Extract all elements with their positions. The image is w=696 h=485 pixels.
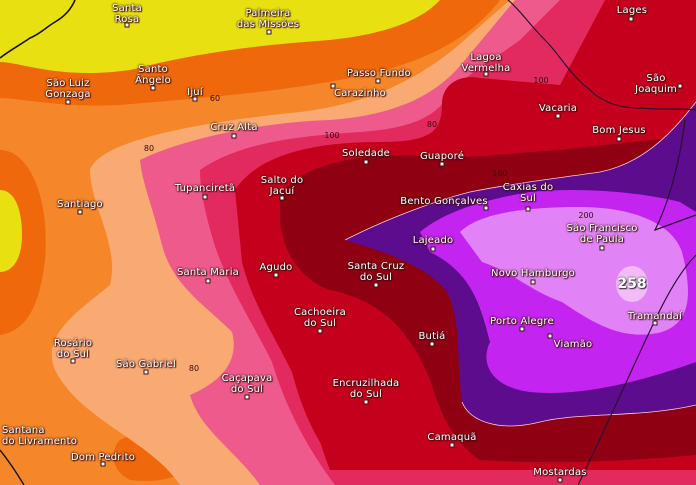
state-border [0, 0, 76, 59]
city-marker [616, 136, 622, 142]
city-label: Rosário do Sul [53, 338, 93, 360]
city-marker [279, 195, 285, 201]
city-marker [483, 71, 489, 77]
city-label: Dom Pedrito [70, 452, 136, 463]
city-label: Passo Fundo [347, 68, 411, 79]
city-label: Santo Ângelo [135, 64, 171, 86]
contour-label: 100 [324, 131, 340, 140]
contour-line [461, 401, 696, 427]
city-label: Carazinho [334, 88, 386, 99]
city-marker [77, 209, 83, 215]
peak-value-label: 258 [617, 276, 647, 292]
city-marker [202, 194, 208, 200]
city-label: Santa Maria [176, 267, 240, 278]
country-border [0, 449, 25, 485]
city-marker [525, 206, 531, 212]
city-label: Santiago [57, 199, 103, 210]
city-marker [430, 246, 436, 252]
contour-label: 80 [143, 144, 155, 153]
city-label: Caçapava do Sul [221, 373, 273, 395]
city-marker [273, 272, 279, 278]
city-label: Caxias do Sul [502, 182, 554, 204]
city-marker [628, 16, 634, 22]
city-label: São Joaquim [635, 73, 677, 95]
city-label: Guaporé [419, 151, 465, 162]
city-label: Butiá [418, 331, 446, 342]
city-marker [150, 85, 156, 91]
city-label: Salto do Jacuí [260, 175, 304, 197]
city-label: Tramandaí [627, 311, 683, 322]
city-label: Novo Hamburgo [491, 268, 575, 279]
contour-label: 80 [188, 364, 200, 373]
city-label: Palmeira das Missões [236, 8, 300, 30]
city-marker [555, 113, 561, 119]
region-peak [616, 266, 648, 302]
city-marker [557, 477, 563, 483]
contour-label: 80 [426, 120, 438, 129]
city-label: Lajeado [412, 235, 454, 246]
city-marker [244, 394, 250, 400]
region-red-south [300, 300, 430, 470]
city-marker [100, 461, 106, 467]
state-border [507, 0, 696, 111]
state-border [653, 119, 696, 232]
city-label: Santa Cruz do Sul [347, 261, 405, 283]
city-marker [363, 159, 369, 165]
city-label: Viamão [553, 339, 593, 350]
region-yellow-west [0, 190, 22, 272]
city-label: Ijuí [187, 87, 203, 98]
city-label: São Luiz Gonzaga [45, 78, 91, 100]
city-label: Encruzilhada do Sul [332, 378, 400, 400]
city-label: São Gabriel [115, 359, 177, 370]
contour-label: 160 [492, 169, 508, 178]
city-marker [599, 245, 605, 251]
city-marker [192, 96, 198, 102]
city-marker [519, 326, 525, 332]
city-marker [677, 83, 683, 89]
city-label: Vacaria [538, 103, 578, 114]
city-label: Lages [616, 5, 648, 16]
city-label: Mostardas [533, 467, 587, 478]
city-marker [330, 83, 336, 89]
city-label: Santa Rosa [112, 3, 142, 25]
city-label: Porto Alegre [490, 316, 554, 327]
city-marker [231, 133, 237, 139]
city-marker [652, 320, 658, 326]
contour-label: 60 [209, 94, 221, 103]
contour-label: 100 [533, 76, 549, 85]
city-marker [547, 333, 553, 339]
city-marker [429, 341, 435, 347]
city-marker [143, 369, 149, 375]
city-marker [449, 442, 455, 448]
city-marker [439, 161, 445, 167]
city-marker [373, 282, 379, 288]
city-marker [483, 205, 489, 211]
city-label: Cachoeira do Sul [293, 307, 347, 329]
city-label: Cruz Alta [210, 122, 258, 133]
city-label: Santana do Livramento [2, 425, 78, 447]
city-marker [205, 278, 211, 284]
city-label: Tupanciretã [174, 183, 236, 194]
city-marker [266, 29, 272, 35]
city-label: São Francisco de Paula [566, 223, 638, 245]
region-light-violet [460, 207, 688, 335]
city-label: Agudo [259, 262, 293, 273]
city-label: Camaquã [427, 432, 477, 443]
city-marker [70, 358, 76, 364]
city-label: Lagoa Vermelha [461, 52, 511, 74]
city-marker [124, 22, 130, 28]
city-marker [65, 99, 71, 105]
city-label: Bento Gonçalves [400, 196, 488, 207]
city-marker [375, 78, 381, 84]
city-marker [317, 328, 323, 334]
contour-line [344, 101, 696, 241]
contour-label: 200 [578, 211, 594, 220]
city-label: Soledade [342, 148, 390, 159]
region-yellow [0, 0, 440, 74]
city-label: Bom Jesus [592, 125, 646, 136]
city-marker [363, 399, 369, 405]
city-marker [530, 279, 536, 285]
